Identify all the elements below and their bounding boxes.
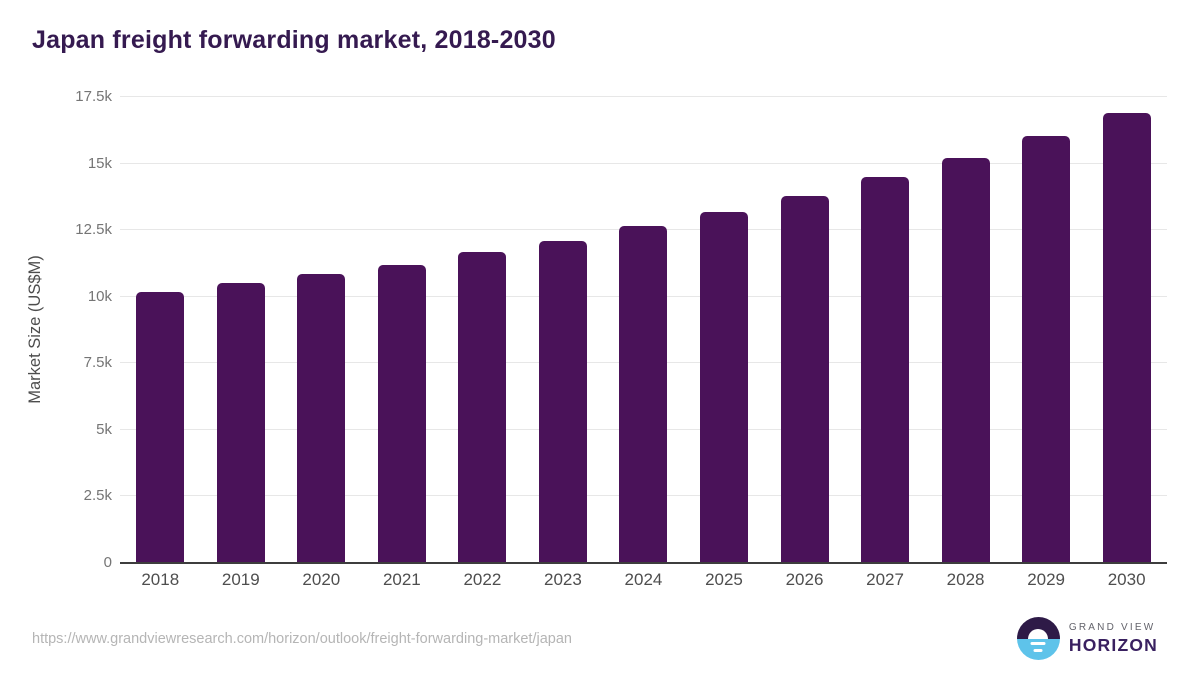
bar-slot-2027: [845, 96, 926, 562]
x-axis-label-2019: 2019: [221, 570, 260, 589]
bar-2021[interactable]: [377, 265, 426, 562]
x-axis-label-2021: 2021: [382, 570, 421, 589]
y-tick-label-17.5k: 17.5k: [75, 88, 112, 105]
logo-sun-shape: [1028, 628, 1049, 639]
bar-2027[interactable]: [861, 177, 910, 562]
bar-2028[interactable]: [941, 158, 990, 562]
bar-2020[interactable]: [297, 273, 346, 562]
bar-2029[interactable]: [1022, 135, 1071, 562]
chart-title: Japan freight forwarding market, 2018-20…: [32, 26, 556, 54]
horizon-sun-icon: [1016, 617, 1060, 660]
bar-slot-2025: [684, 96, 765, 562]
y-tick-label-5k: 5k: [96, 420, 112, 438]
y-axis-ticks: 17.5k 15k 12.5k 10k 7.5k 5k 2.5k 0: [0, 88, 112, 571]
bar-slot-2029: [1006, 96, 1087, 562]
bar-slot-2019: [201, 96, 282, 562]
x-axis-label-2018: 2018: [141, 570, 180, 589]
bar-slot-2021: [362, 96, 443, 562]
bar-2030[interactable]: [1102, 112, 1151, 562]
gridline-17.5k: [120, 96, 1167, 97]
bar-2024[interactable]: [619, 225, 668, 562]
x-axis-labels: 2018 2019 2020 2021 2022 2023 2024 2025 2026 2027…: [120, 570, 1167, 590]
x-axis-label-2029: 2029: [1027, 570, 1066, 589]
plot-area: [120, 96, 1167, 564]
x-axis-label-2022: 2022: [463, 570, 502, 589]
bar-2025[interactable]: [699, 212, 748, 562]
x-axis-label-2027: 2027: [866, 570, 904, 589]
y-tick-label-7.5k: 7.5k: [83, 354, 112, 372]
bar-slot-2020: [281, 96, 362, 562]
bar-slot-2022: [442, 96, 523, 562]
bar-slot-2028: [925, 96, 1006, 562]
gridline-15k: [120, 162, 1167, 164]
bar-slot-2023: [523, 96, 604, 562]
source-url: https://www.grandviewresearch.com/horizo…: [32, 631, 572, 647]
bar-2026[interactable]: [780, 195, 829, 562]
bar-2022[interactable]: [458, 252, 507, 562]
x-axis-label-2028: 2028: [946, 570, 985, 589]
x-axis-label-2020: 2020: [302, 570, 341, 589]
y-tick-label-15k: 15k: [87, 154, 112, 172]
x-axis-label-2025: 2025: [705, 570, 743, 589]
logo-brand-line1: GRAND VIEW: [1068, 621, 1156, 633]
bar-slot-2024: [603, 96, 684, 562]
logo-brand-line2: HORIZON: [1068, 634, 1158, 655]
bars-container: [120, 96, 1167, 562]
x-axis-label-2023: 2023: [544, 570, 582, 589]
bar-slot-2026: [764, 96, 845, 562]
logo-sky-half: [1016, 617, 1060, 639]
y-tick-label-0: 0: [103, 554, 112, 571]
grand-view-horizon-logo: GRAND VIEW HORIZON: [1016, 617, 1158, 660]
logo-reflection-line-2: [1033, 648, 1043, 652]
logo-text: GRAND VIEW HORIZON: [1069, 622, 1158, 656]
logo-reflection-line-1: [1030, 641, 1046, 645]
bar-slot-2030: [1086, 96, 1167, 562]
bar-slot-2018: [120, 96, 201, 562]
y-tick-label-2.5k: 2.5k: [83, 487, 112, 505]
bar-2018[interactable]: [136, 291, 185, 562]
bar-2023[interactable]: [538, 240, 587, 562]
y-tick-label-12.5k: 12.5k: [75, 221, 112, 239]
x-axis-label-2030: 2030: [1107, 570, 1146, 589]
x-axis-label-2026: 2026: [785, 570, 824, 589]
x-axis-label-2024: 2024: [624, 570, 663, 589]
y-tick-label-10k: 10k: [87, 287, 112, 305]
bar-2019[interactable]: [216, 282, 265, 562]
